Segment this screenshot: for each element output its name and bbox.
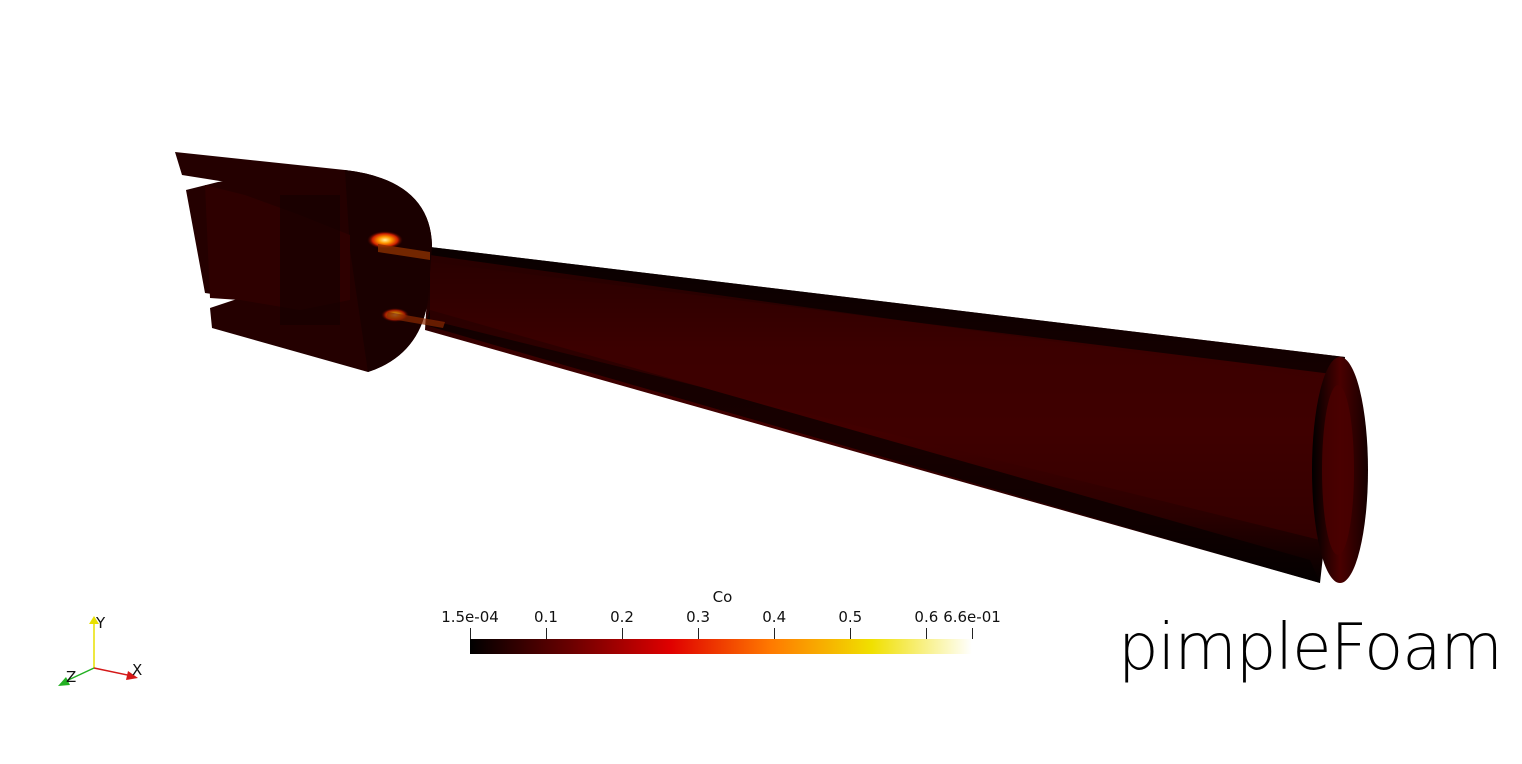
hot-streak-lower (386, 312, 445, 328)
colorbar-tick-label: 0.4 (762, 608, 787, 626)
colorbar-ticks: 1.5e-04 0.1 0.2 0.3 0.4 0.5 0.6 6.6e-01 (440, 586, 1005, 658)
colorbar-tick-label: 0.1 (534, 608, 558, 626)
nozzle-tube-shell-lower (425, 310, 1320, 583)
colorbar-tick-mark (470, 628, 471, 639)
nozzle-bore (430, 255, 1330, 540)
orientation-axes: Y X Z (58, 614, 142, 686)
z-axis-line (63, 667, 95, 683)
colorbar-tick-label: 1.5e-04 (441, 608, 499, 626)
solver-label: pimpleFoam (1118, 611, 1503, 685)
colorbar-tick-mark (850, 628, 852, 639)
colorbar-title: Co (712, 588, 733, 606)
colorbar-tick-label: 0.5 (838, 608, 863, 626)
z-axis-arrow (58, 677, 70, 686)
hot-streak-upper (378, 244, 430, 260)
hotspot-upper (367, 231, 403, 249)
nozzle-tube-shell (430, 247, 1345, 375)
x-axis-label: X (132, 661, 142, 679)
colorbar-tick-mark (545, 628, 547, 639)
colorbar-tick-mark (926, 628, 928, 639)
colorbar-tick-label: 0.2 (610, 608, 634, 626)
colorbar-tick-mark (972, 628, 973, 639)
chamber-dark-core (280, 195, 340, 325)
y-axis-label: Y (95, 614, 106, 632)
y-axis-arrow (89, 616, 99, 624)
x-axis-arrow (126, 671, 138, 680)
colorbar-tick-mark (774, 628, 776, 639)
x-axis-line (93, 667, 133, 677)
colorbar-tick-label: 6.6e-01 (943, 608, 1001, 626)
colorbar-tick-label: 0.6 (914, 608, 939, 626)
colorbar-legend: Co 1.5e-04 0.1 0.2 0.3 0.4 0.5 0.6 6.6e-01 (440, 586, 1005, 658)
z-axis-label: Z (66, 668, 76, 686)
colorbar-tick-mark (698, 628, 700, 639)
colorbar-tick-label: 0.3 (686, 608, 711, 626)
colorbar-tick-mark (622, 628, 624, 639)
colorbar-gradient (470, 639, 972, 654)
outlet-face-inner (1322, 385, 1354, 555)
